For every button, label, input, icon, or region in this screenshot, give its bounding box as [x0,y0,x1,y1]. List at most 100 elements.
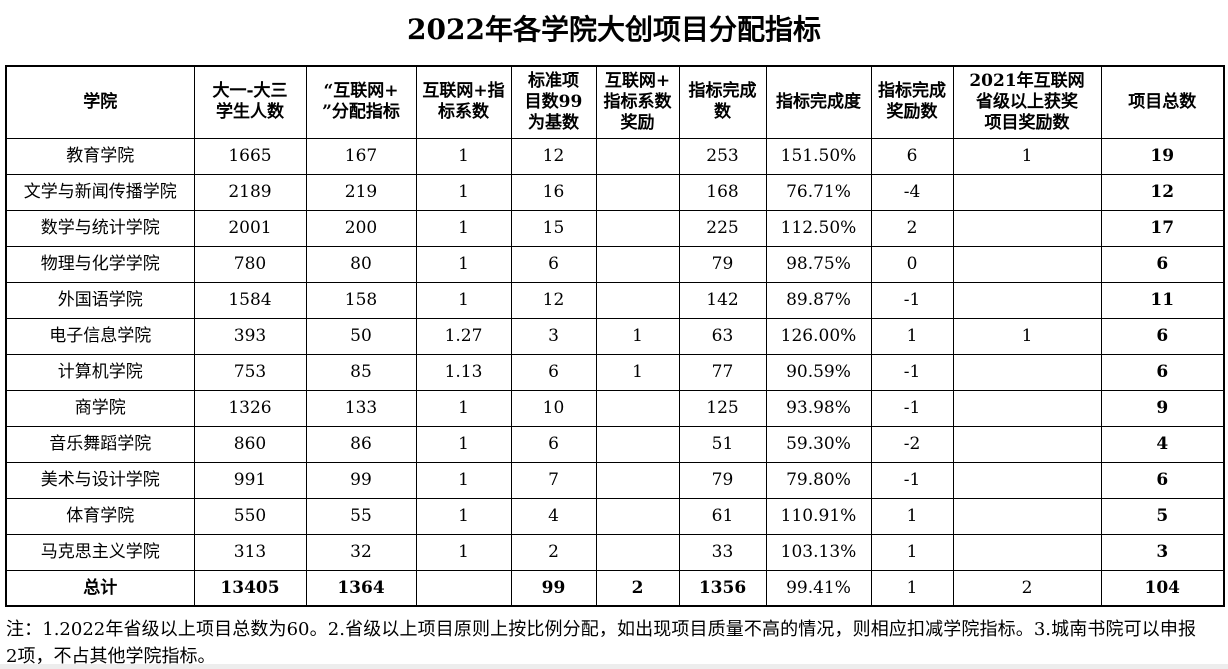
college-name-cell: 物理与化学学院 [5,245,195,283]
value-cell: 167 [305,137,417,175]
value-cell: 126.00% [765,317,872,355]
value-cell: 2189 [193,173,307,211]
value-cell [952,497,1102,535]
value-cell: 1 [415,533,512,571]
column-header-2: “互联网+ ”分配指标 [305,65,417,139]
column-header-8: 指标完成 奖励数 [870,65,954,139]
value-cell: 9 [1100,389,1225,427]
total-value-cell: 2 [595,569,680,607]
value-cell: 6 [510,245,597,283]
total-value-cell: 1356 [678,569,767,607]
value-cell [952,461,1102,499]
value-cell: 12 [1100,173,1225,211]
value-cell: 200 [305,209,417,247]
value-cell: 0 [870,245,954,283]
value-cell [595,425,680,463]
value-cell: 110.91% [765,497,872,535]
total-value-cell: 99 [510,569,597,607]
value-cell: 1 [415,461,512,499]
header-row: 学院 大一-大三 学生人数 “互联网+ ”分配指标 互联网+指 标系数 标准项 目数99… [5,65,1225,139]
value-cell: 151.50% [765,137,872,175]
value-cell: 12 [510,281,597,319]
column-header-6: 指标完成 数 [678,65,767,139]
value-cell: 93.98% [765,389,872,427]
value-cell: 991 [193,461,307,499]
college-name-cell: 商学院 [5,389,195,427]
value-cell: 4 [1100,425,1225,463]
value-cell: 780 [193,245,307,283]
value-cell: 1.13 [415,353,512,391]
value-cell [595,461,680,499]
value-cell: 16 [510,173,597,211]
table-row: 电子信息学院 393 50 1.27 3 1 63 126.00% 1 1 6 [5,317,1225,355]
value-cell: 5 [1100,497,1225,535]
college-name-cell: 教育学院 [5,137,195,175]
table-row: 计算机学院 753 85 1.13 6 1 77 90.59% -1 6 [5,353,1225,391]
value-cell [952,389,1102,427]
value-cell: 55 [305,497,417,535]
value-cell: 1584 [193,281,307,319]
value-cell: 253 [678,137,767,175]
total-value-cell: 104 [1100,569,1225,607]
value-cell [952,245,1102,283]
value-cell: 1 [870,317,954,355]
table-row: 数学与统计学院 2001 200 1 15 225 112.50% 2 17 [5,209,1225,247]
value-cell: 79 [678,245,767,283]
value-cell: 1 [870,533,954,571]
value-cell: -4 [870,173,954,211]
value-cell: 1 [870,497,954,535]
value-cell [595,245,680,283]
value-cell: 77 [678,353,767,391]
value-cell: 17 [1100,209,1225,247]
table-row: 教育学院 1665 167 1 12 253 151.50% 6 1 19 [5,137,1225,175]
value-cell: 2 [870,209,954,247]
value-cell: 79 [678,461,767,499]
value-cell: 1 [415,497,512,535]
value-cell: 860 [193,425,307,463]
value-cell: 2001 [193,209,307,247]
value-cell: -1 [870,389,954,427]
total-value-cell: 2 [952,569,1102,607]
column-header-9: 2021年互联网 省级以上获奖 项目奖励数 [952,65,1102,139]
value-cell: 80 [305,245,417,283]
value-cell: 1 [415,209,512,247]
value-cell: 3 [510,317,597,355]
table-row: 外国语学院 1584 158 1 12 142 89.87% -1 11 [5,281,1225,319]
value-cell: 90.59% [765,353,872,391]
value-cell: 1 [952,137,1102,175]
value-cell: 168 [678,173,767,211]
value-cell [595,173,680,211]
value-cell: 11 [1100,281,1225,319]
value-cell: 79.80% [765,461,872,499]
column-header-4: 标准项 目数99 为基数 [510,65,597,139]
value-cell: 98.75% [765,245,872,283]
value-cell: 1 [415,425,512,463]
value-cell: 6 [1100,317,1225,355]
value-cell: -2 [870,425,954,463]
college-name-cell: 电子信息学院 [5,317,195,355]
value-cell: 1.27 [415,317,512,355]
value-cell: 99 [305,461,417,499]
table-row: 美术与设计学院 991 99 1 7 79 79.80% -1 6 [5,461,1225,499]
value-cell: 6 [870,137,954,175]
total-value-cell: 1 [870,569,954,607]
value-cell: 76.71% [765,173,872,211]
value-cell: 32 [305,533,417,571]
value-cell: 1 [952,317,1102,355]
value-cell [595,389,680,427]
value-cell: 550 [193,497,307,535]
value-cell [952,209,1102,247]
value-cell [952,281,1102,319]
value-cell: 59.30% [765,425,872,463]
value-cell: 1 [415,389,512,427]
table-row: 音乐舞蹈学院 860 86 1 6 51 59.30% -2 4 [5,425,1225,463]
value-cell [952,353,1102,391]
value-cell: 142 [678,281,767,319]
value-cell: 753 [193,353,307,391]
value-cell: 1 [415,137,512,175]
value-cell: 85 [305,353,417,391]
value-cell: 7 [510,461,597,499]
total-value-cell: 1364 [305,569,417,607]
value-cell: 1 [415,173,512,211]
